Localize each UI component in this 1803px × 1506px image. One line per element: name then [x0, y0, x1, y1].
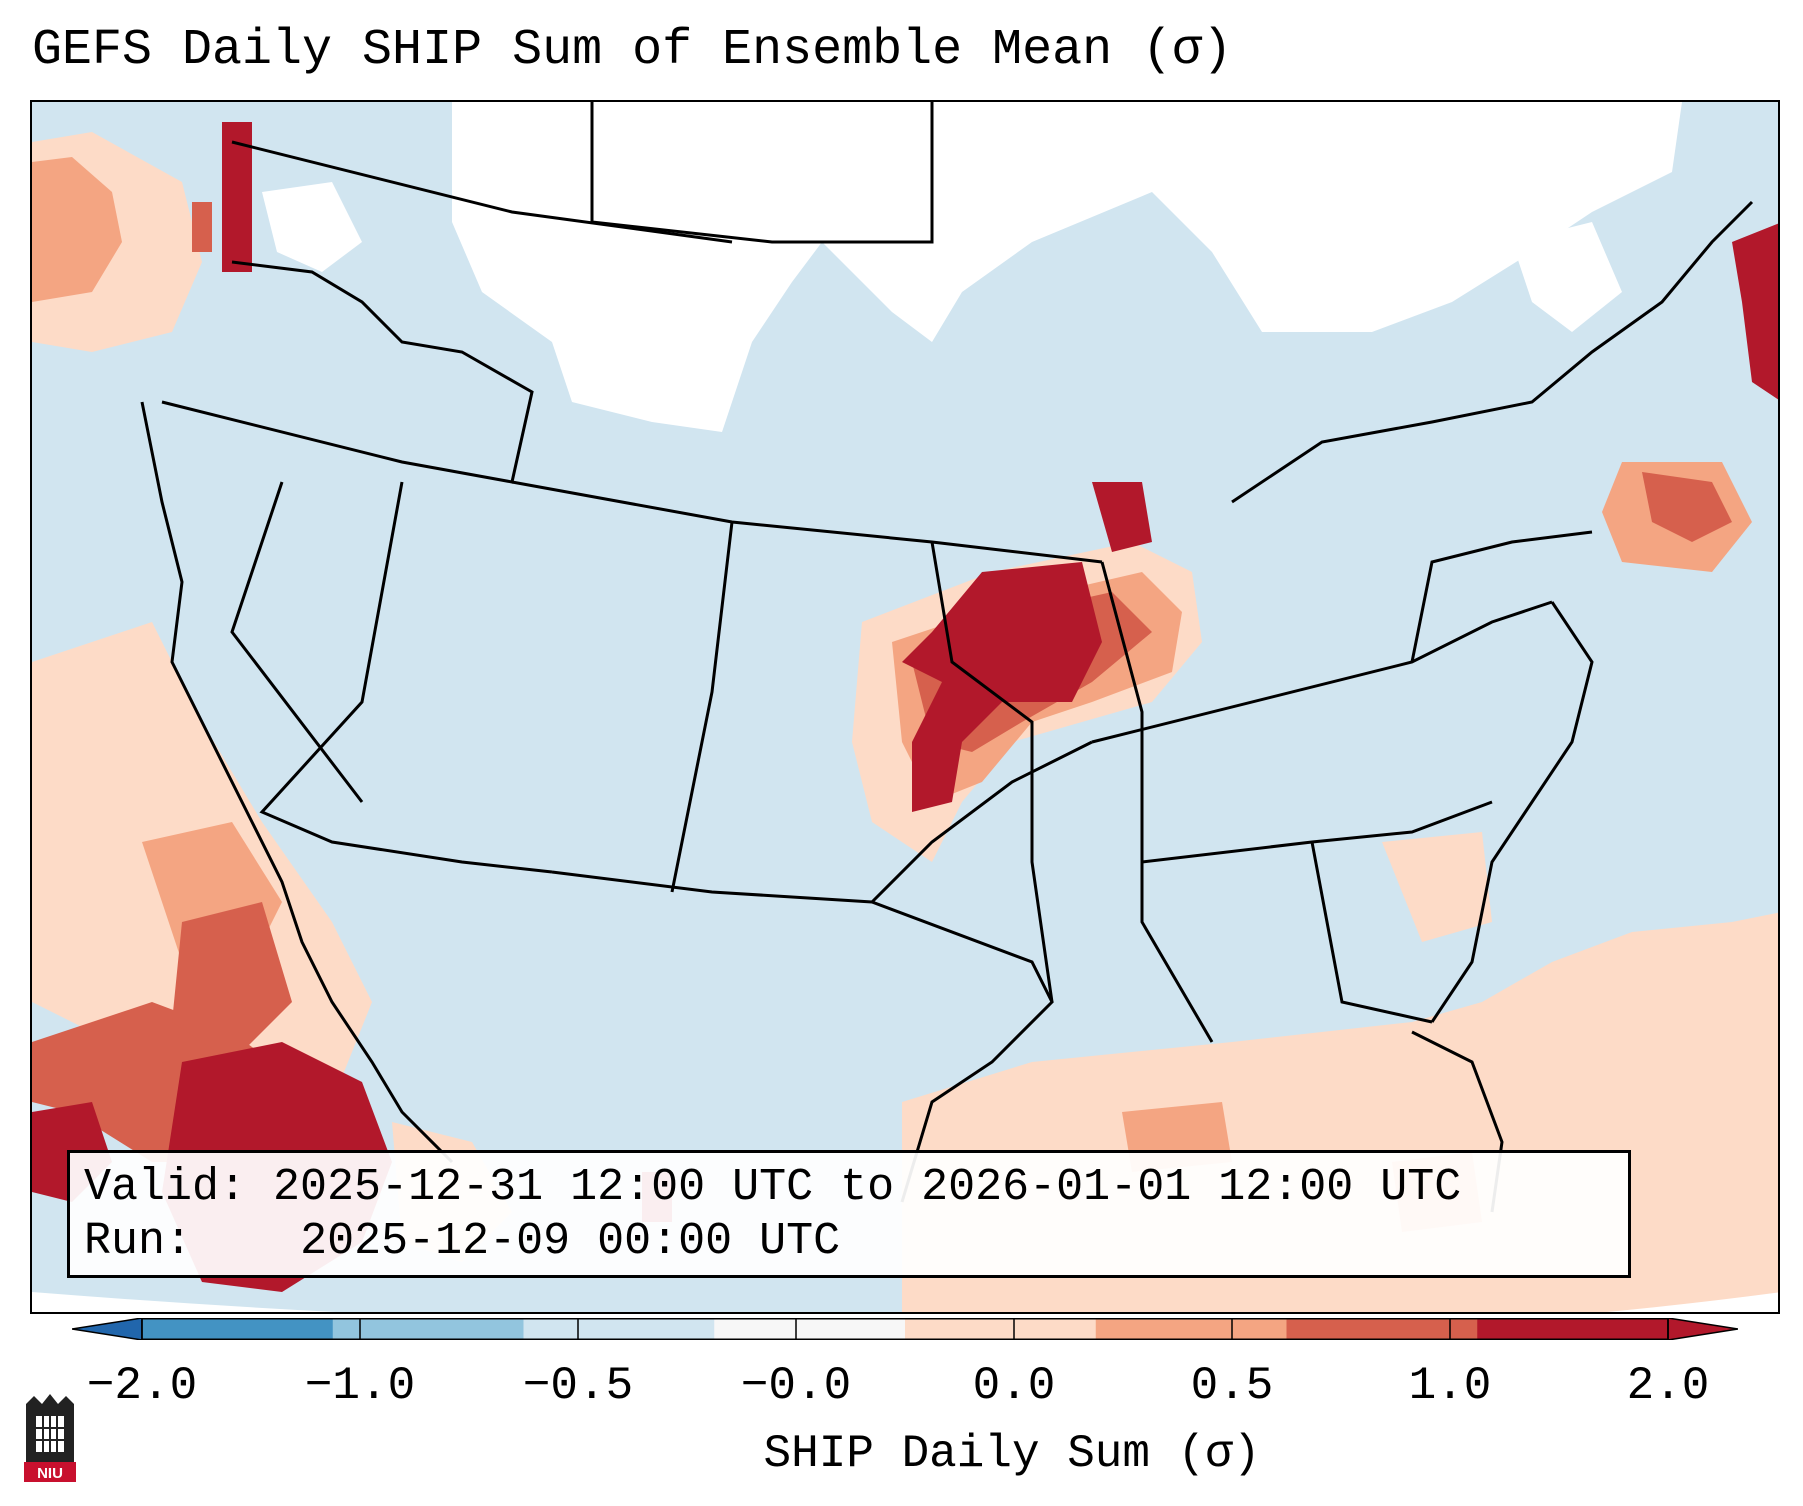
- state-boundaries: [140, 102, 1754, 1213]
- colorbar-svg: [71, 1317, 1739, 1341]
- colorbar-tick-label: −0.5: [522, 1360, 634, 1412]
- run-value: 2025-12-09 00:00 UTC: [300, 1216, 841, 1267]
- map-title: GEFS Daily SHIP Sum of Ensemble Mean (σ): [32, 22, 1233, 79]
- colorbar-segment: [1095, 1318, 1287, 1340]
- positive-anomaly-northeast: [1602, 223, 1778, 572]
- colorbar-tick-label: 0.0: [972, 1360, 1056, 1412]
- validity-info-box: Valid: 2025-12-31 12:00 UTC to 2026-01-0…: [67, 1150, 1631, 1278]
- colorbar-tick-label: −2.0: [86, 1360, 198, 1412]
- positive-anomaly-midwest: [852, 482, 1202, 862]
- niu-logo-icon: NIU: [22, 1392, 78, 1484]
- colorbar-tick-label: −0.0: [740, 1360, 852, 1412]
- neutral-region-north: [452, 102, 1682, 432]
- colorbar: [71, 1317, 1739, 1341]
- colorbar-segment: [332, 1318, 524, 1340]
- colorbar-tick-label: 2.0: [1626, 1360, 1710, 1412]
- colorbar-segment: [142, 1318, 334, 1340]
- colorbar-segment: [714, 1318, 906, 1340]
- colorbar-label: SHIP Daily Sum (σ): [763, 1428, 1261, 1480]
- colorbar-tick-label: −1.0: [304, 1360, 416, 1412]
- colorbar-extend-high: [1667, 1317, 1739, 1341]
- colorbar-segment: [1477, 1318, 1669, 1340]
- run-label: Run:: [84, 1216, 193, 1267]
- colorbar-tick-label: 0.5: [1190, 1360, 1274, 1412]
- colorbar-tick-label: 1.0: [1408, 1360, 1492, 1412]
- neutral-patch-ne: [1512, 222, 1622, 332]
- colorbar-segment: [905, 1318, 1097, 1340]
- valid-label: Valid:: [84, 1162, 247, 1213]
- neutral-patch-west: [262, 182, 362, 272]
- colorbar-extend-low: [71, 1317, 143, 1341]
- colorbar-segment: [523, 1318, 715, 1340]
- map-canvas: [32, 102, 1778, 1312]
- colorbar-segment: [1286, 1318, 1478, 1340]
- logo-text: NIU: [37, 1465, 63, 1482]
- valid-value: 2025-12-31 12:00 UTC to 2026-01-01 12:00…: [273, 1162, 1462, 1213]
- map-panel: [30, 100, 1780, 1314]
